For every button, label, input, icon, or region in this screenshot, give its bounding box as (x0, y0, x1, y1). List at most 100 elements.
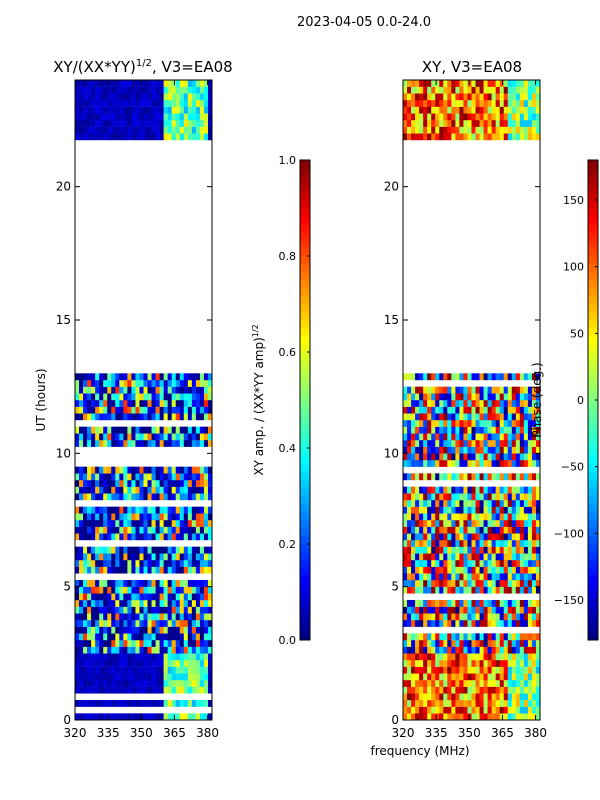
heatmap-cell (427, 486, 432, 494)
heatmap-cell (491, 86, 496, 94)
heatmap-cell (147, 566, 152, 574)
heatmap-cell (475, 560, 480, 567)
colorbar-step (300, 316, 310, 321)
heatmap-cell (199, 613, 205, 621)
heatmap-cell (131, 680, 136, 687)
heatmap-cell (123, 426, 128, 434)
heatmap-cell (527, 493, 533, 501)
heatmap-cell (95, 673, 100, 681)
heatmap-cell (107, 100, 112, 107)
heatmap-cell (95, 686, 100, 694)
heatmap-cell (427, 673, 432, 681)
heatmap-cell (167, 553, 173, 561)
heatmap-cell (447, 420, 452, 427)
heatmap-cell (503, 100, 509, 107)
heatmap-cell (451, 400, 456, 407)
heatmap-cell (135, 493, 140, 501)
heatmap-cell (135, 713, 140, 721)
heatmap-cell (523, 80, 529, 87)
heatmap-cell (467, 100, 472, 107)
heatmap-cell (483, 373, 488, 381)
heatmap-cell (451, 586, 456, 594)
heatmap-cell (83, 646, 88, 654)
heatmap-cell (423, 560, 428, 567)
heatmap-cell (123, 473, 128, 481)
colorbar-step (588, 288, 598, 293)
heatmap-cell (491, 686, 496, 694)
colorbar-step (588, 544, 598, 549)
heatmap-cell (91, 406, 96, 414)
heatmap-cell (431, 520, 436, 527)
heatmap-cell (419, 133, 424, 141)
heatmap-cell (139, 526, 144, 534)
heatmap-cell (467, 633, 472, 641)
heatmap-cell (87, 653, 92, 661)
colorbar-step (588, 440, 598, 445)
heatmap-cell (507, 126, 513, 134)
heatmap-cell (131, 393, 136, 401)
colorbar-step (300, 528, 310, 533)
heatmap-cell (171, 373, 177, 381)
colorbar-step (300, 592, 310, 597)
heatmap-cell (127, 373, 132, 381)
heatmap-cell (487, 680, 492, 687)
heatmap-cell (175, 466, 181, 474)
heatmap-cell (455, 533, 460, 541)
heatmap-cell (535, 413, 541, 421)
heatmap-cell (475, 393, 480, 401)
heatmap-cell (427, 393, 432, 401)
heatmap-cell (503, 700, 509, 707)
heatmap-cell (531, 406, 537, 414)
heatmap-cell (507, 386, 513, 394)
heatmap-cell (491, 93, 496, 101)
heatmap-cell (147, 580, 152, 587)
heatmap-cell (427, 500, 432, 507)
colorbar-step (588, 472, 598, 477)
heatmap-cell (431, 620, 436, 627)
heatmap-cell (479, 533, 484, 541)
heatmap-cell (523, 86, 529, 94)
heatmap-cell (83, 533, 88, 541)
heatmap-cell (159, 713, 164, 721)
heatmap-cell (91, 626, 96, 634)
heatmap-cell (535, 446, 541, 454)
heatmap-cell (407, 700, 412, 707)
heatmap-cell (187, 440, 193, 447)
heatmap-cell (151, 373, 156, 381)
heatmap-cell (519, 446, 525, 454)
heatmap-cell (403, 573, 408, 581)
heatmap-cell (415, 406, 420, 414)
heatmap-cell (471, 373, 476, 381)
heatmap-cell (499, 606, 505, 614)
colorbar-step (300, 248, 310, 253)
heatmap-cell (155, 113, 160, 121)
heatmap-cell (151, 486, 156, 494)
colorbar-step (588, 596, 598, 601)
heatmap-cell (163, 506, 168, 514)
heatmap-cell (419, 473, 424, 481)
x-tick-label: 335 (425, 726, 448, 740)
heatmap-cell (503, 533, 509, 541)
heatmap-cell (103, 666, 108, 674)
heatmap-cell (83, 486, 88, 494)
heatmap-cell (151, 440, 156, 447)
heatmap-cell (135, 373, 140, 381)
heatmap-cell (411, 520, 416, 527)
heatmap-cell (427, 133, 432, 141)
heatmap-cell (183, 486, 189, 494)
heatmap-cell (515, 573, 521, 581)
heatmap-cell (471, 406, 476, 414)
heatmap-cell (471, 706, 476, 714)
heatmap-cell (511, 606, 517, 614)
heatmap-cell (91, 93, 96, 101)
heatmap-cell (87, 686, 92, 694)
heatmap-cell (91, 126, 96, 134)
heatmap-cell (207, 566, 213, 574)
heatmap-cell (147, 613, 152, 621)
heatmap-cell (203, 466, 209, 474)
heatmap-cell (123, 433, 128, 441)
heatmap-cell (111, 506, 116, 514)
heatmap-cell (99, 686, 104, 694)
heatmap-cell (463, 420, 468, 427)
heatmap-cell (423, 420, 428, 427)
